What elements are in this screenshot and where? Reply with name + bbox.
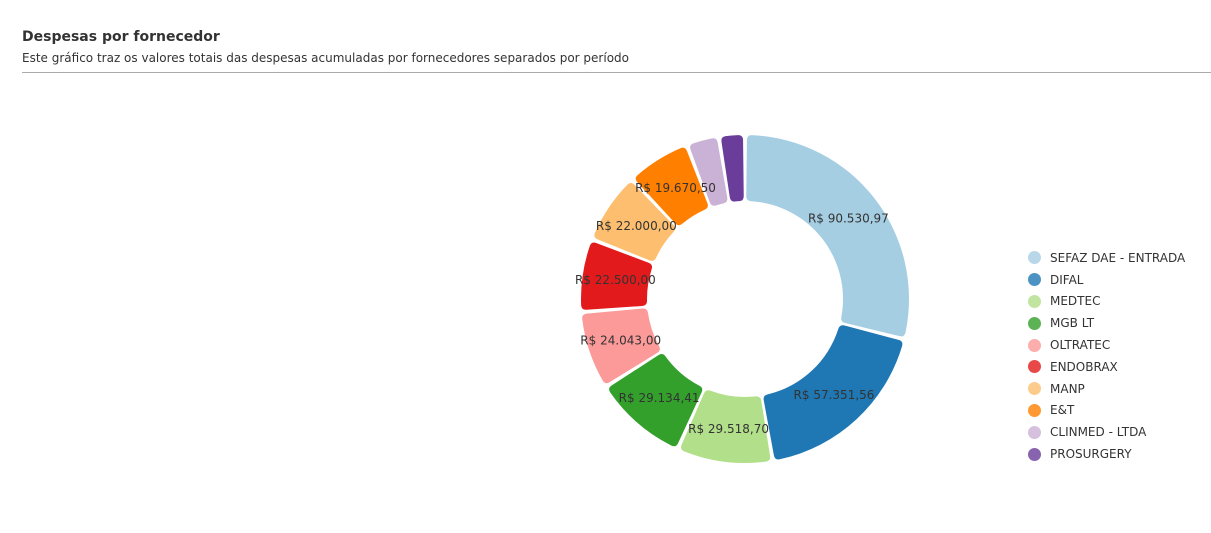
slice-label-sefaz-dae-entrada: R$ 90.530,97 [808, 212, 889, 226]
donut-slices [581, 135, 909, 463]
legend-label: MANP [1050, 381, 1085, 396]
legend-label: ENDOBRAX [1050, 359, 1118, 374]
legend-swatch [1028, 382, 1041, 396]
chart-header: Despesas por fornecedor Este gráfico tra… [22, 28, 1211, 66]
legend-label: PROSURGERY [1050, 447, 1132, 462]
legend-swatch [1028, 447, 1041, 461]
slice-difal[interactable] [763, 325, 903, 460]
slice-label-endobrax: R$ 22.500,00 [575, 273, 656, 287]
legend-item-medtec[interactable]: MEDTEC [1028, 291, 1185, 313]
slice-label-oltratec: R$ 24.043,00 [580, 333, 661, 347]
header-divider [22, 72, 1211, 73]
legend-swatch [1028, 425, 1041, 439]
legend-swatch [1028, 360, 1041, 374]
chart-title: Despesas por fornecedor [22, 29, 220, 45]
legend-item-clinmed-ltda[interactable]: CLINMED - LTDA [1028, 421, 1185, 443]
legend-label: DIFAL [1050, 272, 1084, 287]
slice-label-mgb-lt: R$ 29.134,41 [619, 391, 700, 405]
slice-sefaz-dae-entrada[interactable] [746, 135, 909, 337]
legend-item-manp[interactable]: MANP [1028, 378, 1185, 400]
donut-labels: R$ 90.530,97 R$ 57.351,56 R$ 29.518,70 R$ 2… [575, 181, 889, 436]
slice-oltratec[interactable] [582, 308, 660, 384]
slice-mgb-lt[interactable] [609, 353, 703, 447]
slice-clinmed-ltda[interactable] [690, 138, 728, 206]
legend-label: MEDTEC [1050, 294, 1101, 309]
legend-swatch [1028, 251, 1041, 265]
legend-label: E&T [1050, 403, 1075, 418]
legend-item-e-t[interactable]: E&T [1028, 400, 1185, 422]
legend-item-oltratec[interactable]: OLTRATEC [1028, 334, 1185, 356]
legend-label: MGB LT [1050, 316, 1095, 331]
slice-medtec[interactable] [680, 390, 771, 463]
legend-item-difal[interactable]: DIFAL [1028, 269, 1185, 291]
slice-label-difal: R$ 57.351,56 [794, 388, 875, 402]
slice-label-e-t: R$ 19.670,50 [635, 181, 716, 195]
slice-label-medtec: R$ 29.518,70 [688, 422, 769, 436]
legend-label: SEFAZ DAE - ENTRADA [1050, 250, 1186, 265]
legend-item-mgb-lt[interactable]: MGB LT [1028, 312, 1185, 334]
legend-swatch [1028, 338, 1041, 352]
legend-swatch [1028, 294, 1041, 308]
chart-legend: SEFAZ DAE - ENTRADA DIFAL MEDTEC MGB LT OLTR… [1028, 247, 1185, 465]
legend-item-endobrax[interactable]: ENDOBRAX [1028, 356, 1185, 378]
legend-label: CLINMED - LTDA [1050, 425, 1147, 440]
slice-manp[interactable] [594, 182, 676, 261]
legend-swatch [1028, 316, 1041, 330]
legend-item-prosurgery[interactable]: PROSURGERY [1028, 443, 1185, 465]
slice-endobrax[interactable] [581, 242, 653, 310]
legend-item-sefaz-dae-entrada[interactable]: SEFAZ DAE - ENTRADA [1028, 247, 1185, 269]
slice-prosurgery[interactable] [721, 135, 744, 202]
slice-e-t[interactable] [635, 147, 708, 226]
legend-label: OLTRATEC [1050, 338, 1111, 353]
legend-swatch [1028, 273, 1041, 287]
slice-label-manp: R$ 22.000,00 [596, 219, 677, 233]
legend-swatch [1028, 403, 1041, 417]
chart-subtitle: Este gráfico traz os valores totais das … [22, 51, 629, 65]
